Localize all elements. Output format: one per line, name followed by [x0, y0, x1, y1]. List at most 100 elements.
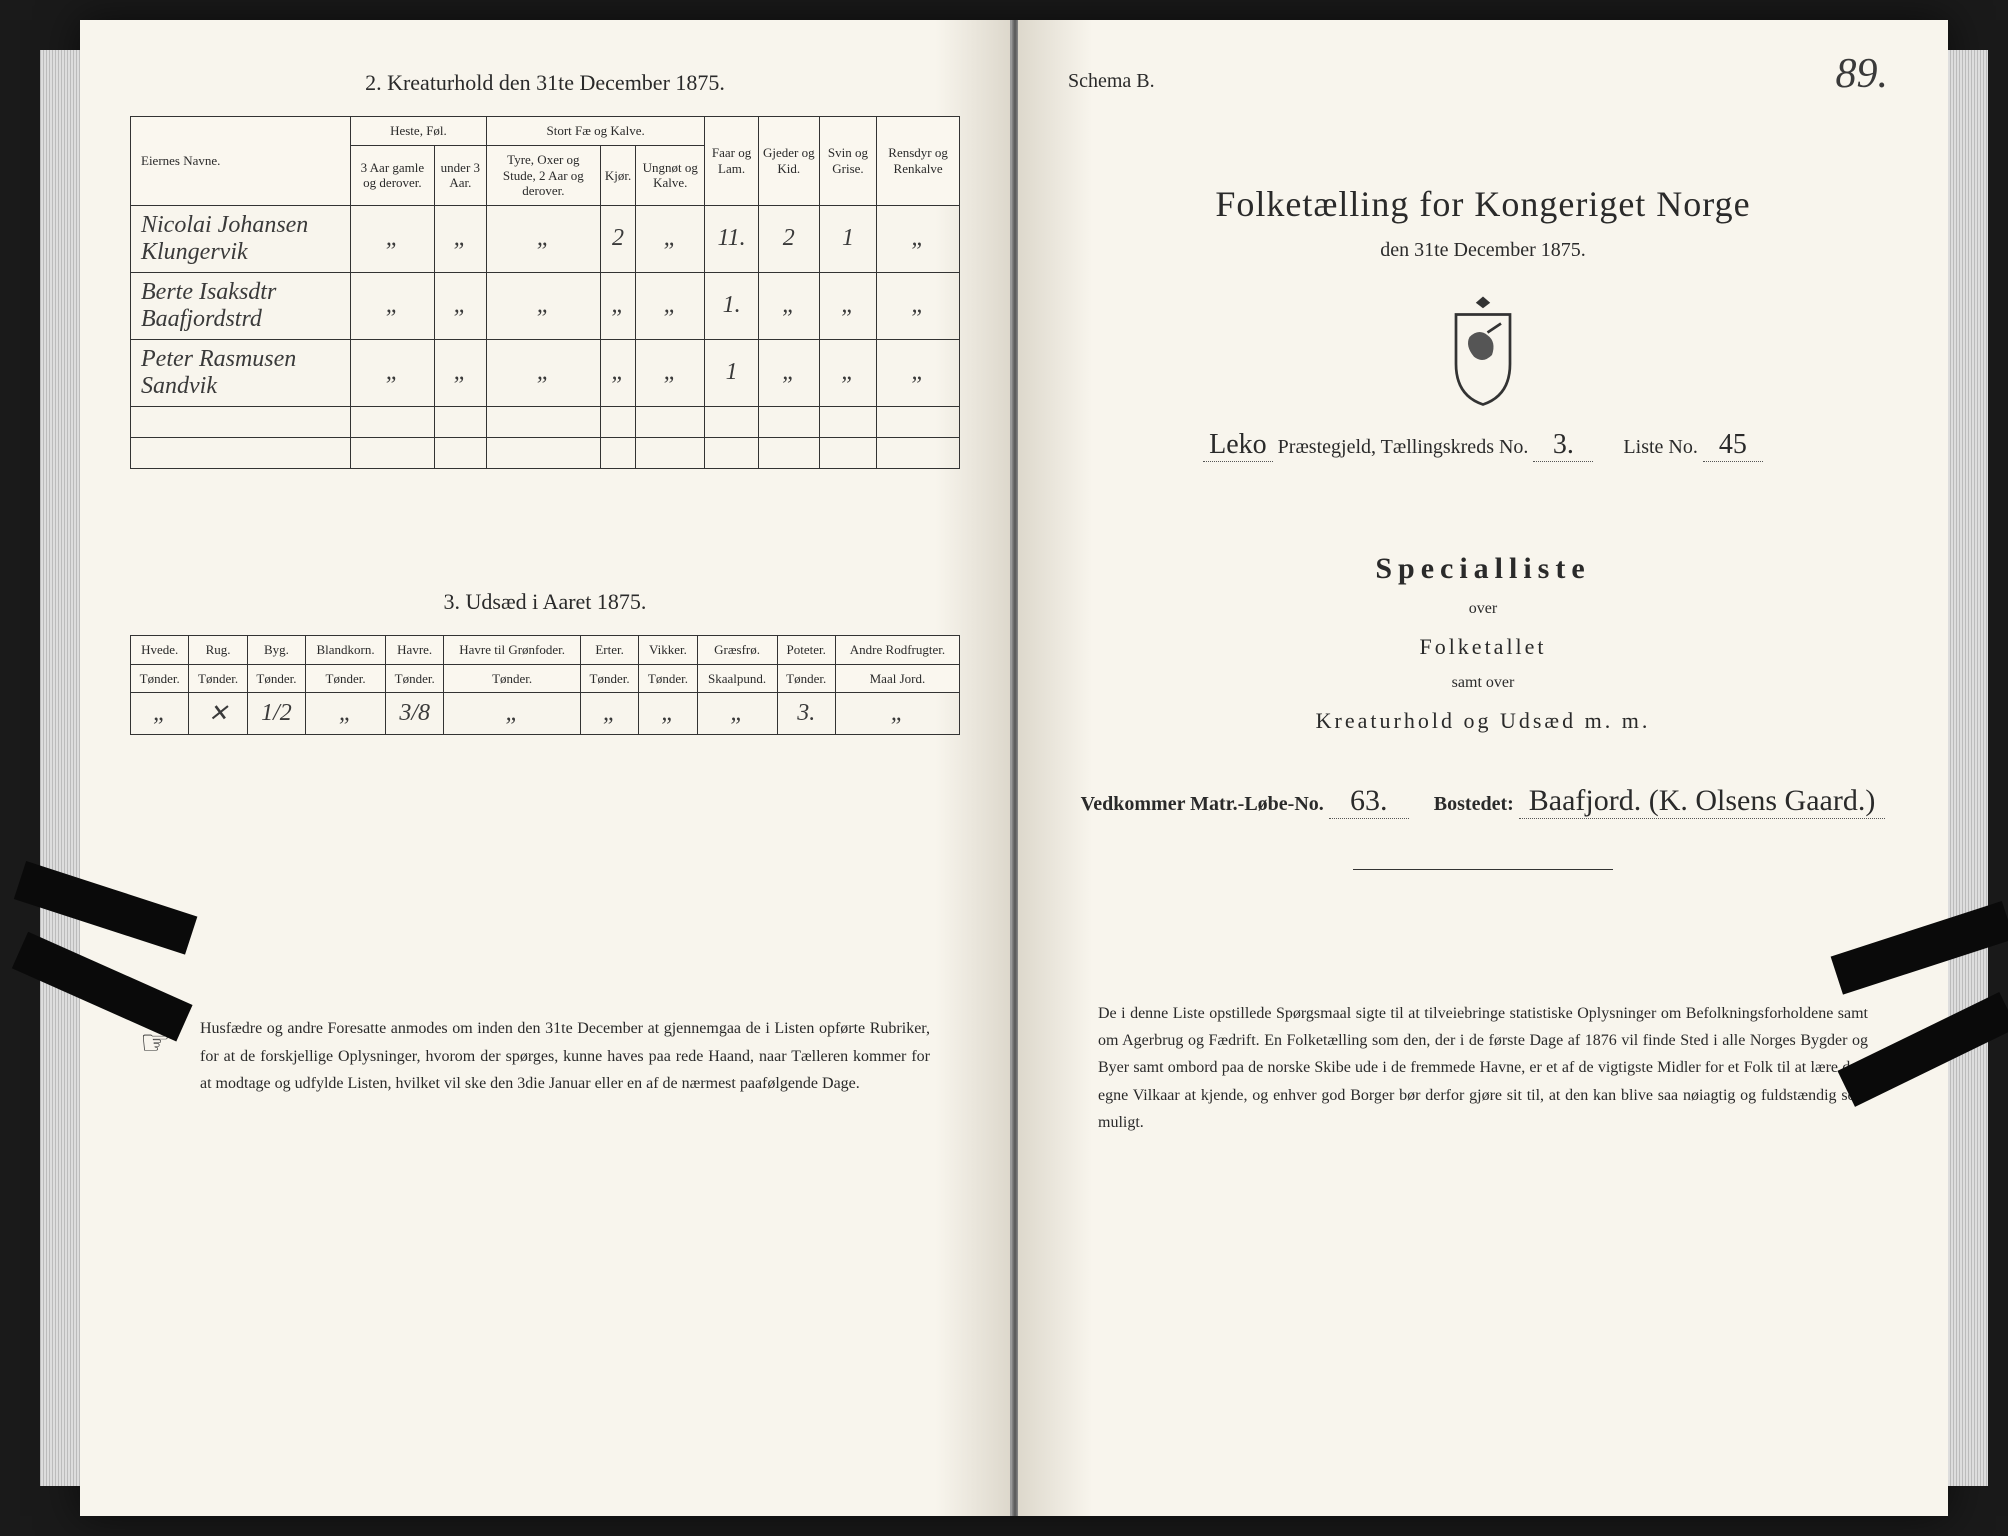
- cell: „: [131, 693, 189, 735]
- col-subheader: Tønder.: [385, 664, 443, 693]
- page-edge-right: [1948, 50, 1988, 1486]
- sub-calves: Ungnøt og Kalve.: [636, 146, 705, 206]
- page-edge-left: [40, 50, 80, 1486]
- sub-3yr: 3 Aar gamle og derover.: [351, 146, 435, 206]
- folketallet-label: Folketallet: [1068, 634, 1898, 660]
- cell: „: [351, 339, 435, 406]
- parish-line: Leko Præstegjeld, Tællingskreds No. 3. L…: [1068, 429, 1898, 462]
- over-label: over: [1068, 600, 1898, 618]
- cell: 1: [819, 205, 876, 272]
- cell: „: [444, 693, 581, 735]
- cell: „: [486, 339, 600, 406]
- cell: „: [434, 339, 486, 406]
- left-footnote-block: ☞ Husfædre og andre Foresatte anmodes om…: [130, 1015, 960, 1097]
- liste-label: Liste No.: [1623, 436, 1697, 458]
- col-header: Havre.: [385, 635, 443, 664]
- col-subheader: Tønder.: [189, 664, 247, 693]
- census-subtitle: den 31te December 1875.: [1068, 239, 1898, 262]
- schema-label: Schema B.: [1068, 70, 1898, 93]
- cell: „: [306, 693, 386, 735]
- col-owners: Eiernes Navne.: [131, 117, 351, 206]
- kreatur-label: Kreaturhold og Udsæd m. m.: [1068, 708, 1898, 734]
- col-cattle: Stort Fæ og Kalve.: [486, 117, 704, 146]
- cell: „: [434, 272, 486, 339]
- col-header: Poteter.: [777, 635, 835, 664]
- col-reindeer: Rensdyr og Renkalve: [877, 117, 960, 206]
- col-header: Byg.: [247, 635, 305, 664]
- cell: „: [636, 339, 705, 406]
- parish-label: Præstegjeld, Tællingskreds No.: [1278, 436, 1534, 458]
- col-header: Rug.: [189, 635, 247, 664]
- cell: „: [877, 339, 960, 406]
- matr-no: 63.: [1329, 784, 1409, 819]
- cell: „: [351, 272, 435, 339]
- col-pigs: Svin og Grise.: [819, 117, 876, 206]
- col-header: Havre til Grønfoder.: [444, 635, 581, 664]
- section-2-title: 2. Kreaturhold den 31te December 1875.: [130, 70, 960, 96]
- cell: „: [351, 205, 435, 272]
- col-subheader: Tønder.: [639, 664, 697, 693]
- table-row: Berte Isaksdtr Baafjordstrd„„„„„1.„„„: [131, 272, 960, 339]
- col-header: Andre Rodfrugter.: [835, 635, 959, 664]
- left-page: 2. Kreaturhold den 31te December 1875. E…: [80, 20, 1012, 1516]
- col-subheader: Tønder.: [247, 664, 305, 693]
- col-header: Græsfrø.: [697, 635, 777, 664]
- col-header: Vikker.: [639, 635, 697, 664]
- cell: „: [697, 693, 777, 735]
- cell: „: [877, 272, 960, 339]
- cell: „: [639, 693, 697, 735]
- col-header: Hvede.: [131, 635, 189, 664]
- page-number: 89.: [1836, 50, 1889, 98]
- specialliste-title: Specialliste: [1068, 552, 1898, 586]
- kreds-no: 3.: [1533, 429, 1593, 462]
- col-subheader: Skaalpund.: [697, 664, 777, 693]
- cell: 2: [600, 205, 635, 272]
- col-subheader: Tønder.: [131, 664, 189, 693]
- cell: „: [600, 272, 635, 339]
- cell: „: [835, 693, 959, 735]
- vedkommer-line: Vedkommer Matr.-Løbe-No. 63. Bostedet: B…: [1068, 784, 1898, 819]
- col-subheader: Tønder.: [777, 664, 835, 693]
- cell: 1/2: [247, 693, 305, 735]
- liste-no: 45: [1703, 429, 1763, 462]
- samt-over-label: samt over: [1068, 674, 1898, 692]
- book-spread: 2. Kreaturhold den 31te December 1875. E…: [80, 20, 1948, 1516]
- cell: ✕: [189, 693, 247, 735]
- bostedet-value: Baafjord. (K. Olsens Gaard.): [1519, 784, 1886, 819]
- table-row: [131, 406, 960, 437]
- coat-of-arms-icon: [1438, 292, 1528, 409]
- right-footnote-text: De i denne Liste opstillede Spørgsmaal s…: [1068, 1000, 1898, 1136]
- cell: 3/8: [385, 693, 443, 735]
- cell: 1: [705, 339, 758, 406]
- col-horses: Heste, Føl.: [351, 117, 487, 146]
- cell: „: [486, 205, 600, 272]
- left-footnote-text: Husfædre og andre Foresatte anmodes om i…: [200, 1020, 930, 1091]
- cell: „: [819, 272, 876, 339]
- cell: 11.: [705, 205, 758, 272]
- sub-bulls: Tyre, Oxer og Stude, 2 Aar og derover.: [486, 146, 600, 206]
- col-header: Blandkorn.: [306, 635, 386, 664]
- cell: 2: [758, 205, 819, 272]
- vedk-label: Vedkommer Matr.-Løbe-No.: [1081, 793, 1324, 815]
- cell: „: [758, 339, 819, 406]
- col-header: Erter.: [580, 635, 638, 664]
- cell: „: [580, 693, 638, 735]
- cell: 3.: [777, 693, 835, 735]
- cell: „: [636, 205, 705, 272]
- cell: „: [758, 272, 819, 339]
- livestock-table: Eiernes Navne. Heste, Føl. Stort Fæ og K…: [130, 116, 960, 469]
- census-title: Folketælling for Kongeriget Norge: [1068, 183, 1898, 225]
- col-subheader: Tønder.: [306, 664, 386, 693]
- col-goats: Gjeder og Kid.: [758, 117, 819, 206]
- table-row: Peter Rasmusen Sandvik„„„„„1„„„: [131, 339, 960, 406]
- sub-cows: Kjør.: [600, 146, 635, 206]
- bostedet-label: Bostedet:: [1434, 793, 1514, 815]
- sowing-table: Hvede.Rug.Byg.Blandkorn.Havre.Havre til …: [130, 635, 960, 736]
- cell: „: [636, 272, 705, 339]
- right-page: Schema B. 89. Folketælling for Kongerige…: [1018, 20, 1948, 1516]
- col-sheep: Faar og Lam.: [705, 117, 758, 206]
- owner-name: Berte Isaksdtr Baafjordstrd: [131, 272, 351, 339]
- sub-under3: under 3 Aar.: [434, 146, 486, 206]
- col-subheader: Maal Jord.: [835, 664, 959, 693]
- divider: [1353, 869, 1613, 870]
